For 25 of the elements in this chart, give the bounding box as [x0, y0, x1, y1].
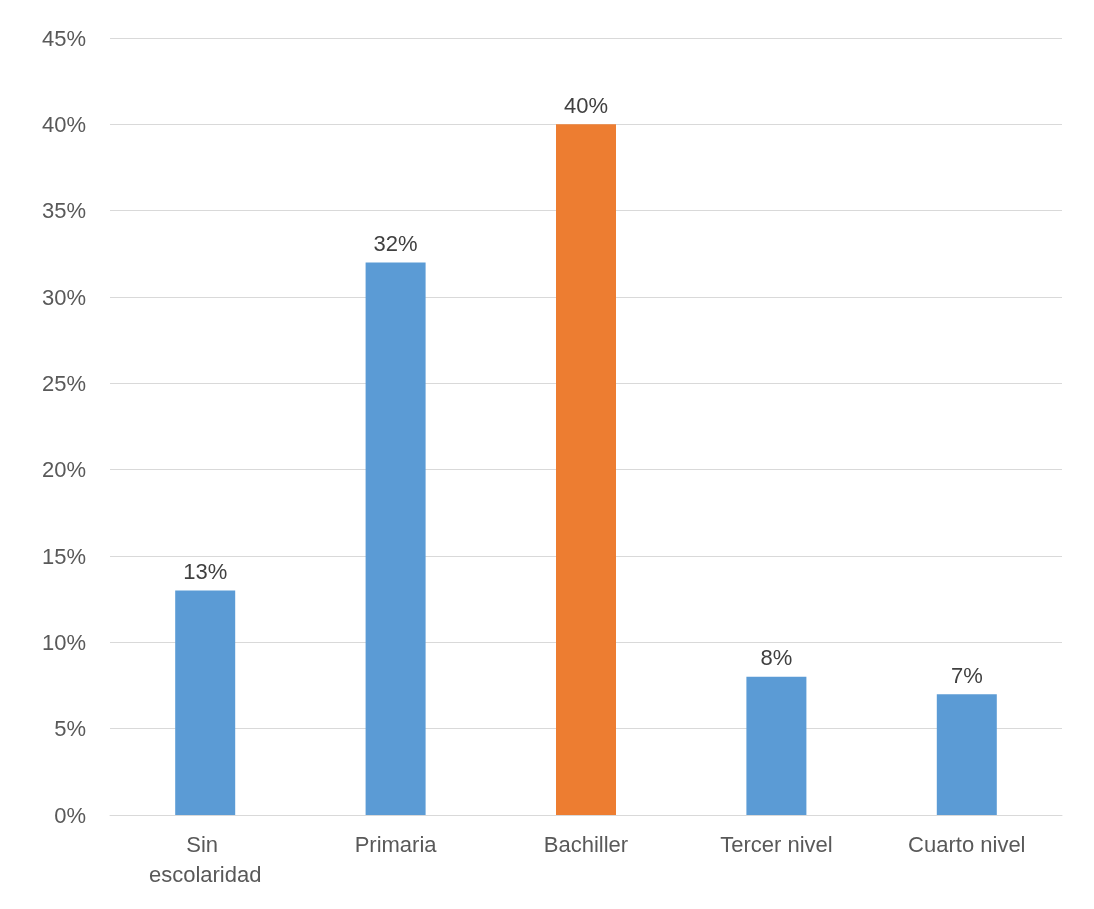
y-tick-label: 40% [41, 111, 86, 137]
x-tick-label: Tercer nivel [720, 831, 833, 857]
x-tick-label: Cuarto nivel [908, 831, 1026, 857]
data-label: 32% [373, 230, 418, 256]
bar [556, 124, 616, 815]
x-tick-label: Sin escolaridad [148, 831, 262, 887]
y-tick-label: 10% [41, 629, 86, 655]
bar [746, 676, 807, 815]
x-tick-label: Bachiller [543, 831, 629, 857]
y-tick-label: 5% [54, 716, 86, 742]
bar [936, 694, 997, 815]
bar [365, 262, 426, 815]
y-tick-label: 45% [41, 25, 86, 51]
x-tick-label: Primaria [354, 831, 438, 857]
y-tick-label: 30% [41, 284, 86, 310]
data-label: 40% [563, 92, 609, 118]
y-tick-label: 15% [41, 543, 86, 569]
data-label: 8% [760, 645, 793, 671]
data-label: 13% [183, 559, 228, 585]
y-tick-label: 25% [41, 370, 86, 396]
bar [175, 590, 236, 815]
data-label: 7% [950, 662, 983, 688]
y-tick-label: 0% [54, 802, 86, 828]
y-tick-label: 35% [41, 198, 86, 224]
y-tick-label: 20% [41, 457, 86, 483]
